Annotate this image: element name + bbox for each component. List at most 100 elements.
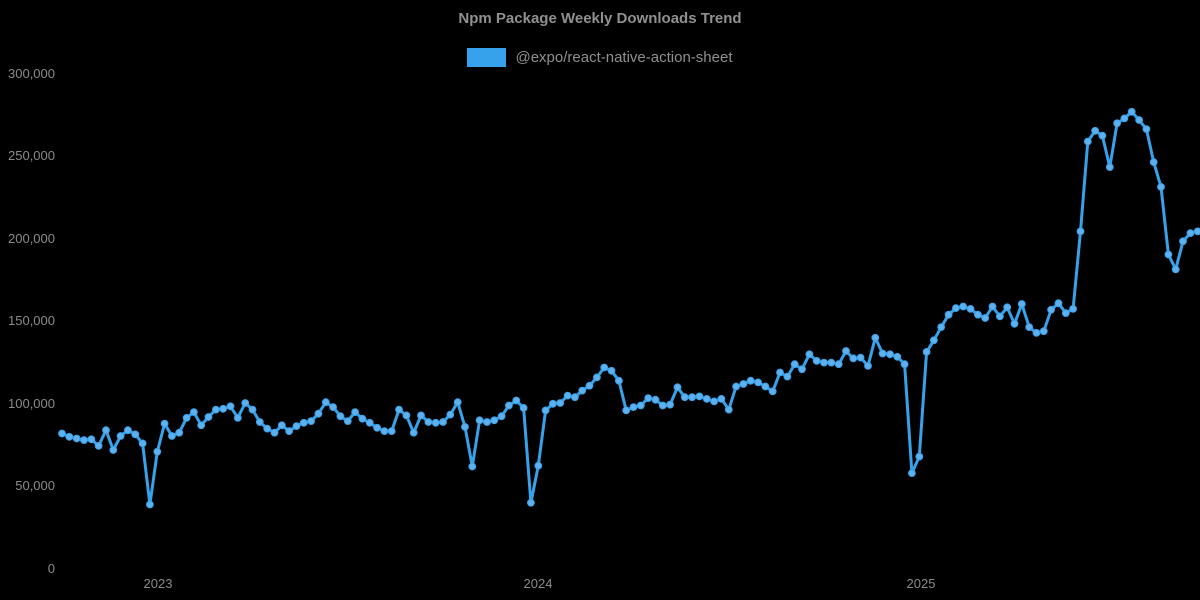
- data-point[interactable]: [615, 376, 623, 385]
- data-point[interactable]: [541, 406, 550, 415]
- data-point[interactable]: [336, 412, 345, 421]
- data-point[interactable]: [629, 403, 638, 412]
- data-point[interactable]: [820, 358, 828, 367]
- data-point[interactable]: [373, 423, 382, 432]
- data-point[interactable]: [72, 434, 81, 443]
- data-point[interactable]: [966, 305, 975, 313]
- data-point[interactable]: [1157, 183, 1165, 191]
- data-point[interactable]: [87, 435, 96, 444]
- data-point[interactable]: [878, 349, 887, 358]
- data-point[interactable]: [483, 418, 491, 426]
- data-point[interactable]: [710, 397, 718, 406]
- data-point[interactable]: [1171, 265, 1180, 274]
- data-point[interactable]: [1179, 237, 1187, 246]
- data-point[interactable]: [1091, 126, 1099, 135]
- data-point[interactable]: [190, 408, 198, 417]
- data-point[interactable]: [417, 411, 425, 420]
- data-point[interactable]: [974, 310, 982, 319]
- data-point[interactable]: [94, 442, 103, 450]
- data-point[interactable]: [131, 430, 140, 439]
- data-point[interactable]: [1164, 250, 1173, 259]
- data-point[interactable]: [102, 426, 110, 435]
- data-point[interactable]: [343, 417, 352, 426]
- data-point[interactable]: [285, 427, 294, 436]
- data-point[interactable]: [812, 357, 821, 365]
- data-point[interactable]: [593, 373, 601, 382]
- data-point[interactable]: [783, 372, 792, 381]
- data-point[interactable]: [1032, 329, 1041, 337]
- data-point[interactable]: [761, 382, 770, 391]
- data-point[interactable]: [124, 426, 132, 435]
- data-point[interactable]: [168, 432, 176, 440]
- data-point[interactable]: [1113, 119, 1121, 128]
- data-point[interactable]: [585, 381, 594, 390]
- data-point[interactable]: [1149, 158, 1158, 167]
- data-point[interactable]: [702, 395, 711, 403]
- data-point[interactable]: [680, 393, 689, 402]
- legend-label[interactable]: @expo/react-native-action-sheet: [515, 49, 733, 66]
- data-point[interactable]: [329, 403, 338, 412]
- data-point[interactable]: [944, 310, 953, 319]
- data-point[interactable]: [431, 418, 440, 427]
- data-point[interactable]: [365, 418, 374, 427]
- data-point[interactable]: [1098, 131, 1107, 140]
- data-point[interactable]: [116, 432, 125, 440]
- data-point[interactable]: [636, 401, 645, 410]
- data-point[interactable]: [80, 436, 88, 445]
- data-point[interactable]: [695, 392, 704, 401]
- data-point[interactable]: [1025, 323, 1034, 332]
- data-point[interactable]: [534, 461, 543, 470]
- data-point[interactable]: [798, 365, 806, 374]
- data-point[interactable]: [109, 446, 118, 454]
- data-point[interactable]: [1047, 305, 1055, 314]
- data-point[interactable]: [160, 419, 169, 428]
- data-point[interactable]: [387, 427, 396, 436]
- data-point[interactable]: [658, 401, 667, 410]
- data-point[interactable]: [212, 405, 220, 414]
- data-point[interactable]: [871, 333, 880, 342]
- data-point[interactable]: [299, 418, 308, 427]
- data-point[interactable]: [937, 323, 946, 332]
- data-point[interactable]: [651, 395, 660, 404]
- data-point[interactable]: [263, 424, 272, 433]
- data-point[interactable]: [996, 312, 1004, 321]
- data-point[interactable]: [981, 314, 990, 322]
- data-point[interactable]: [219, 404, 228, 413]
- data-point[interactable]: [666, 400, 674, 409]
- data-point[interactable]: [314, 409, 323, 418]
- data-point[interactable]: [893, 352, 902, 361]
- data-point[interactable]: [197, 421, 206, 430]
- data-point[interactable]: [1010, 319, 1019, 328]
- data-point[interactable]: [600, 363, 609, 372]
- data-point[interactable]: [1003, 303, 1012, 312]
- data-point[interactable]: [549, 399, 557, 408]
- data-point[interactable]: [446, 410, 455, 419]
- data-point[interactable]: [65, 432, 74, 441]
- data-point[interactable]: [922, 348, 931, 356]
- data-point[interactable]: [724, 405, 733, 414]
- data-point[interactable]: [673, 383, 682, 392]
- data-point[interactable]: [1061, 309, 1070, 318]
- data-point[interactable]: [1039, 327, 1048, 336]
- data-point[interactable]: [556, 399, 565, 407]
- data-point[interactable]: [849, 354, 858, 363]
- data-point[interactable]: [732, 382, 740, 391]
- data-point[interactable]: [952, 304, 960, 313]
- data-point[interactable]: [1120, 114, 1129, 123]
- data-point[interactable]: [424, 418, 433, 426]
- data-point[interactable]: [571, 393, 579, 402]
- data-point[interactable]: [834, 360, 843, 369]
- data-point[interactable]: [241, 399, 250, 407]
- data-point[interactable]: [1017, 300, 1026, 308]
- data-point[interactable]: [490, 416, 499, 425]
- data-point[interactable]: [900, 360, 909, 369]
- data-point[interactable]: [358, 414, 367, 423]
- data-point[interactable]: [717, 395, 726, 403]
- data-point[interactable]: [175, 428, 184, 437]
- data-point[interactable]: [1142, 125, 1151, 134]
- data-point[interactable]: [886, 350, 894, 359]
- data-point[interactable]: [182, 414, 191, 422]
- data-point[interactable]: [497, 412, 506, 421]
- data-point[interactable]: [688, 393, 696, 402]
